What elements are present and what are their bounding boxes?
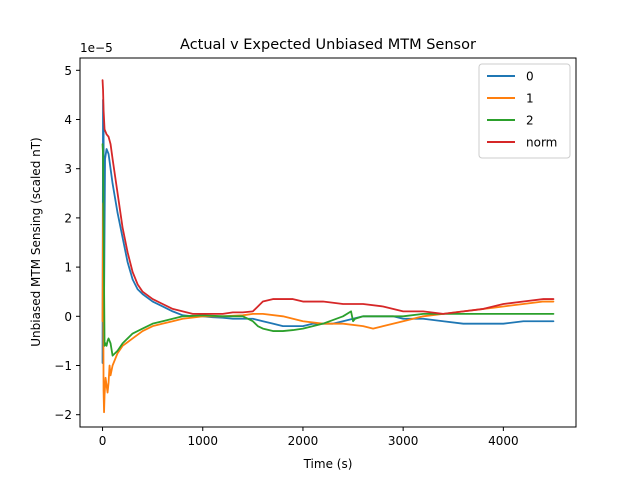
legend: 0 1 2 norm bbox=[478, 63, 571, 159]
y-tick-label: 1 bbox=[64, 261, 72, 275]
x-tick-label: 2000 bbox=[288, 434, 319, 448]
y-tick-label: 0 bbox=[64, 310, 72, 324]
series-line-2 bbox=[101, 143, 555, 357]
y-tick-label: 4 bbox=[64, 113, 72, 127]
y-axis-label: Unbiased MTM Sensing (scaled nT) bbox=[29, 137, 43, 347]
legend-label-0: 0 bbox=[526, 70, 534, 84]
x-tick-label: 1000 bbox=[187, 434, 218, 448]
y-axis-offset-label: 1e−5 bbox=[80, 41, 113, 55]
x-tick-label: 0 bbox=[99, 434, 107, 448]
y-tick-label: 2 bbox=[64, 211, 72, 225]
y-tick-label: 5 bbox=[64, 64, 72, 78]
legend-box bbox=[478, 63, 571, 159]
x-tick-label: 4000 bbox=[488, 434, 519, 448]
legend-label-1: 1 bbox=[526, 92, 534, 106]
x-tick-label: 3000 bbox=[388, 434, 419, 448]
y-tick-label: 3 bbox=[64, 162, 72, 176]
plot-frame bbox=[79, 57, 577, 428]
series-line-0 bbox=[101, 98, 555, 364]
chart-title: Actual v Expected Unbiased MTM Sensor bbox=[180, 37, 476, 53]
axes-layer: 0 1000 2000 3000 4000 −2 −1 0 1 2 3 4 5 bbox=[54, 57, 577, 448]
series-line-1 bbox=[101, 202, 555, 414]
series-layer bbox=[101, 79, 555, 414]
series-line-norm bbox=[101, 79, 555, 315]
legend-label-2: 2 bbox=[526, 114, 534, 128]
legend-label-norm: norm bbox=[526, 136, 557, 150]
y-tick-label: −2 bbox=[54, 408, 72, 422]
x-axis-label: Time (s) bbox=[303, 457, 353, 471]
y-tick-label: −1 bbox=[54, 359, 72, 373]
